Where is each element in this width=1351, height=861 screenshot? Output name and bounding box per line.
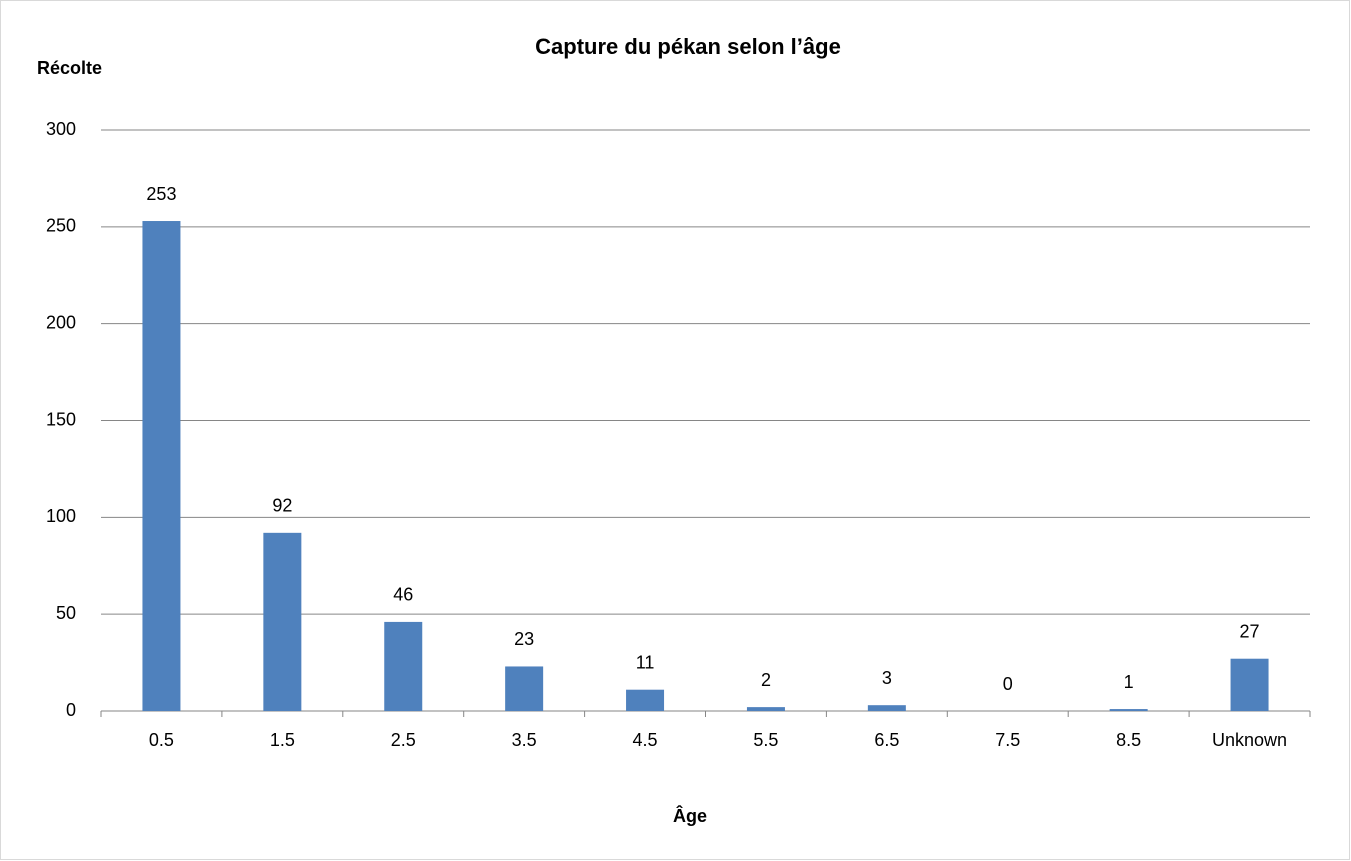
data-label: 3 <box>882 668 892 688</box>
y-tick-label: 200 <box>46 312 76 332</box>
x-tick-label: 4.5 <box>633 730 658 750</box>
bar <box>142 221 181 712</box>
x-tick-label: Unknown <box>1212 730 1287 750</box>
x-tick-label: 5.5 <box>753 730 778 750</box>
x-tick-label: 6.5 <box>874 730 899 750</box>
x-tick-label: 0.5 <box>149 730 174 750</box>
bar <box>626 689 665 711</box>
bar <box>867 705 906 711</box>
x-tick-label: 7.5 <box>995 730 1020 750</box>
y-tick-label: 0 <box>66 700 76 720</box>
bar <box>263 532 302 711</box>
bar <box>1109 709 1148 711</box>
y-tick-label: 250 <box>46 216 76 236</box>
y-tick-label: 150 <box>46 409 76 429</box>
x-tick-label: 3.5 <box>512 730 537 750</box>
y-tick-label: 50 <box>56 603 76 623</box>
x-tick-label: 1.5 <box>270 730 295 750</box>
data-label: 27 <box>1240 621 1260 641</box>
x-tick-label: 2.5 <box>391 730 416 750</box>
data-label: 253 <box>146 184 176 204</box>
y-tick-label: 100 <box>46 506 76 526</box>
bar <box>505 666 544 711</box>
data-label: 0 <box>1003 674 1013 694</box>
bar <box>746 707 785 711</box>
x-axis-label: Âge <box>673 805 707 826</box>
data-label: 23 <box>514 629 534 649</box>
data-label: 92 <box>272 496 292 516</box>
data-label: 1 <box>1124 672 1134 692</box>
y-axis-label: Récolte <box>37 58 102 78</box>
bar <box>1230 658 1269 711</box>
x-tick-label: 8.5 <box>1116 730 1141 750</box>
data-label: 11 <box>636 652 655 672</box>
data-label: 46 <box>393 585 413 605</box>
data-label: 2 <box>761 670 771 690</box>
y-tick-label: 300 <box>46 119 76 139</box>
bar <box>384 621 423 711</box>
chart-title: Capture du pékan selon l’âge <box>535 34 841 59</box>
